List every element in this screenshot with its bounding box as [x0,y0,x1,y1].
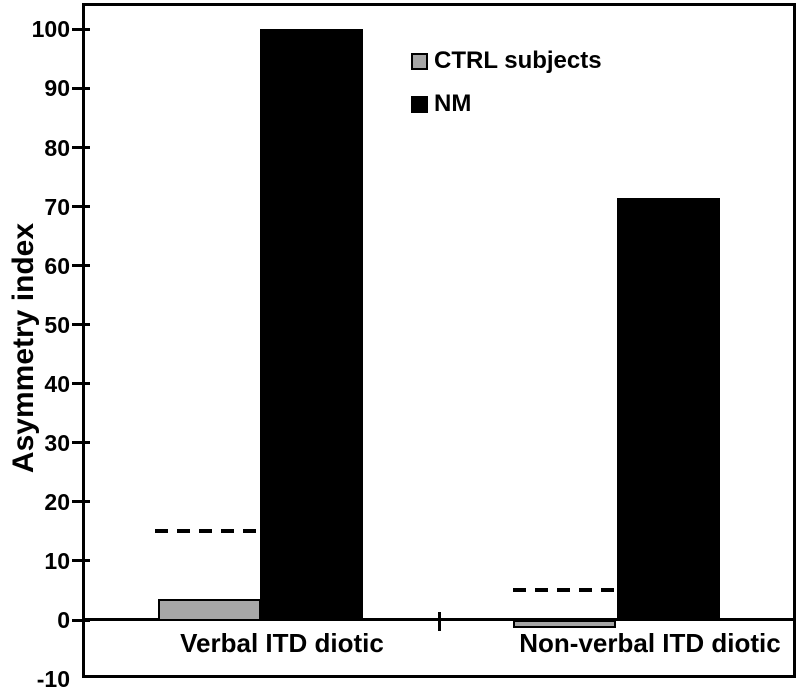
y-tick-mark [72,441,90,444]
legend-label-nm: NM [434,90,472,117]
y-tick-label: 50 [44,312,70,338]
legend-swatch-ctrl [411,52,428,70]
y-tick-label: 20 [44,489,70,515]
y-tick-mark [72,619,90,622]
y-tick-mark [72,28,90,31]
legend: CTRL subjects NM [411,47,602,118]
x-axis-tick [438,612,441,631]
y-tick-mark [72,323,90,326]
y-tick-label: 40 [44,371,70,397]
y-tick-mark [72,382,90,385]
y-tick-mark [72,87,90,90]
y-tick-label: 30 [44,430,70,456]
legend-item-ctrl: CTRL subjects [411,47,602,75]
bar-ctrl-verbal [158,599,261,621]
reference-line-nonverbal [513,588,617,592]
bar-nm-verbal [260,29,363,621]
bar-nm-nonverbal [617,198,720,621]
y-tick-label: -10 [36,666,70,687]
y-tick-label: 100 [31,16,70,42]
legend-item-nm: NM [411,90,602,118]
y-tick-mark [72,559,90,562]
y-tick-mark [72,264,90,267]
reference-line-verbal [155,529,260,533]
plot-frame [82,3,796,678]
y-tick-label: 70 [44,194,70,220]
y-tick-label: 0 [57,607,70,633]
x-category-label-verbal: Verbal ITD diotic [180,628,384,658]
x-category-label-nonverbal: Non-verbal ITD diotic [519,628,781,658]
y-tick-mark [72,205,90,208]
y-tick-label: 10 [44,548,70,574]
y-tick-mark [72,146,90,149]
bar-ctrl-nonverbal [513,620,616,628]
legend-label-ctrl: CTRL subjects [434,47,602,74]
y-tick-mark [72,500,90,503]
y-tick-label: 90 [44,75,70,101]
y-tick-label: 80 [44,135,70,161]
legend-swatch-nm [411,95,428,113]
y-tick-label: 60 [44,253,70,279]
